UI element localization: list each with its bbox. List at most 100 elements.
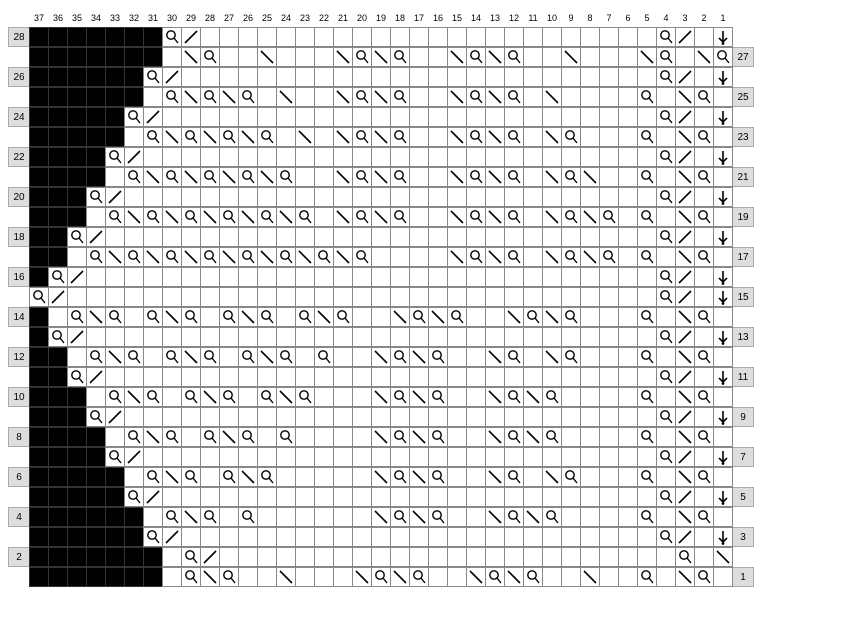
chart-cell bbox=[333, 27, 353, 47]
chart-cell bbox=[48, 267, 68, 287]
chart-cell bbox=[694, 307, 714, 327]
chart-cell bbox=[694, 207, 714, 227]
chart-cell bbox=[29, 547, 49, 567]
chart-cell bbox=[314, 567, 334, 587]
chart-cell bbox=[561, 207, 581, 227]
chart-cell bbox=[181, 327, 201, 347]
chart-cell bbox=[333, 507, 353, 527]
chart-cell bbox=[200, 27, 220, 47]
row-label-right bbox=[732, 27, 754, 47]
chart-cell bbox=[333, 387, 353, 407]
chart-cell bbox=[561, 227, 581, 247]
chart-cell bbox=[86, 407, 106, 427]
chart-cell bbox=[466, 347, 486, 367]
chart-cell bbox=[637, 187, 657, 207]
chart-cell bbox=[466, 247, 486, 267]
chart-cell bbox=[599, 267, 619, 287]
col-label: 33 bbox=[105, 10, 125, 26]
chart-cell bbox=[637, 487, 657, 507]
chart-cell bbox=[86, 327, 106, 347]
chart-cell bbox=[143, 27, 163, 47]
chart-cell bbox=[200, 207, 220, 227]
chart-cell bbox=[181, 227, 201, 247]
chart-cell bbox=[352, 487, 372, 507]
chart-cell bbox=[143, 487, 163, 507]
chart-cell bbox=[352, 467, 372, 487]
chart-cell bbox=[466, 407, 486, 427]
chart-cell bbox=[276, 27, 296, 47]
chart-cell bbox=[333, 287, 353, 307]
chart-cell bbox=[428, 207, 448, 227]
chart-cell bbox=[523, 507, 543, 527]
col-label: 37 bbox=[29, 10, 49, 26]
chart-cell bbox=[713, 67, 733, 87]
chart-cell bbox=[181, 167, 201, 187]
chart-cell bbox=[314, 347, 334, 367]
chart-cell bbox=[352, 247, 372, 267]
chart-cell bbox=[105, 347, 125, 367]
chart-cell bbox=[694, 187, 714, 207]
chart-cell bbox=[219, 87, 239, 107]
chart-cell bbox=[390, 107, 410, 127]
chart-cell bbox=[637, 507, 657, 527]
chart-cell bbox=[276, 267, 296, 287]
chart-cell bbox=[86, 227, 106, 247]
chart-cell bbox=[295, 447, 315, 467]
chart-cell bbox=[86, 507, 106, 527]
chart-cell bbox=[428, 567, 448, 587]
chart-cell bbox=[580, 547, 600, 567]
chart-cell bbox=[656, 427, 676, 447]
chart-cell bbox=[561, 287, 581, 307]
chart-cell bbox=[694, 27, 714, 47]
chart-cell bbox=[694, 467, 714, 487]
chart-row: 4 bbox=[8, 507, 754, 527]
chart-cell bbox=[713, 187, 733, 207]
chart-cell bbox=[466, 527, 486, 547]
chart-cell bbox=[409, 347, 429, 367]
chart-cell bbox=[447, 487, 467, 507]
chart-cell bbox=[618, 547, 638, 567]
chart-cell bbox=[390, 187, 410, 207]
chart-cell bbox=[181, 387, 201, 407]
chart-cell bbox=[713, 427, 733, 447]
chart-cell bbox=[257, 147, 277, 167]
chart-cell bbox=[314, 327, 334, 347]
chart-cell bbox=[485, 427, 505, 447]
header-spacer bbox=[8, 8, 30, 28]
chart-cell bbox=[542, 547, 562, 567]
chart-cell bbox=[276, 287, 296, 307]
chart-cell bbox=[599, 387, 619, 407]
chart-cell bbox=[390, 447, 410, 467]
chart-cell bbox=[162, 107, 182, 127]
chart-row: 21 bbox=[8, 167, 754, 187]
chart-cell bbox=[181, 527, 201, 547]
col-label: 21 bbox=[333, 10, 353, 26]
chart-cell bbox=[618, 227, 638, 247]
chart-cell bbox=[637, 547, 657, 567]
row-label-right bbox=[732, 547, 754, 567]
chart-cell bbox=[618, 407, 638, 427]
chart-row: 13 bbox=[8, 327, 754, 347]
chart-cell bbox=[675, 207, 695, 227]
chart-cell bbox=[48, 407, 68, 427]
chart-row: 3 bbox=[8, 527, 754, 547]
chart-cell bbox=[504, 307, 524, 327]
chart-cell bbox=[29, 567, 49, 587]
chart-cell bbox=[67, 307, 87, 327]
chart-cell bbox=[333, 167, 353, 187]
chart-row: 24 bbox=[8, 107, 754, 127]
chart-cell bbox=[409, 427, 429, 447]
chart-cell bbox=[86, 87, 106, 107]
chart-cell bbox=[48, 547, 68, 567]
chart-cell bbox=[48, 147, 68, 167]
chart-cell bbox=[504, 87, 524, 107]
chart-cell bbox=[542, 127, 562, 147]
col-label: 10 bbox=[542, 10, 562, 26]
chart-cell bbox=[580, 207, 600, 227]
chart-cell bbox=[314, 227, 334, 247]
chart-cell bbox=[523, 307, 543, 327]
chart-cell bbox=[86, 147, 106, 167]
chart-cell bbox=[656, 547, 676, 567]
chart-cell bbox=[105, 247, 125, 267]
chart-cell bbox=[447, 187, 467, 207]
